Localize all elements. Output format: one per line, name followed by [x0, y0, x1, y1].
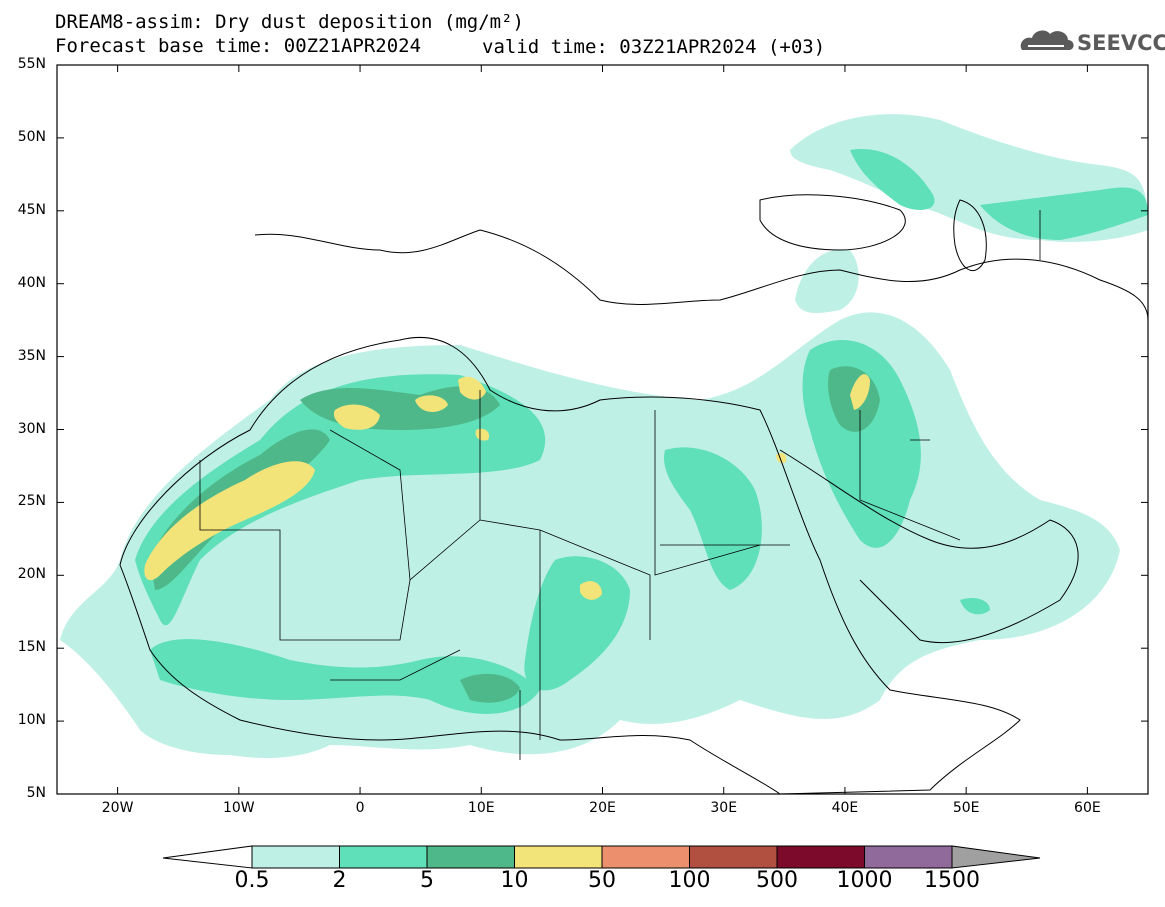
- colorbar-label: 10: [500, 868, 529, 893]
- dust-area-2-central-asia: [980, 187, 1148, 240]
- colorbar-box: [339, 845, 428, 869]
- colorbar-box: [601, 845, 690, 869]
- lon-label: 50E: [952, 800, 980, 816]
- lat-label: 10N: [17, 712, 46, 729]
- dust-field: [60, 114, 1148, 758]
- chart-title-line1: DREAM8-assim: Dry dust deposition (mg/m²…: [55, 11, 524, 33]
- colorbar-label: 0.5: [234, 868, 270, 893]
- dust-area-2-yemen: [960, 598, 990, 615]
- colorbar-label: 50: [588, 868, 616, 893]
- lon-label: 60E: [1074, 800, 1101, 816]
- caspian-coastline: [953, 199, 987, 272]
- axis-ticks: [57, 64, 1148, 795]
- lat-label: 50N: [17, 128, 46, 145]
- colorbar-label: 1000: [836, 868, 893, 893]
- country-borders: [199, 210, 1041, 760]
- colorbar-box: [426, 845, 515, 869]
- lon-label: 10W: [222, 800, 255, 816]
- dust-area-2: [135, 374, 546, 626]
- colorbar-label: 100: [668, 868, 711, 893]
- colorbar-below-triangle: [162, 845, 253, 869]
- forecast-base-time: Forecast base time: 00Z21APR2024: [55, 35, 422, 57]
- colorbar-box: [514, 845, 603, 869]
- valid-time: valid time: 03Z21APR2024 (+03): [482, 36, 826, 58]
- lat-label: 15N: [17, 639, 46, 656]
- dust-area-2-caspian: [850, 149, 935, 210]
- lon-label: 0: [355, 800, 365, 816]
- colorbar-box: [776, 845, 865, 869]
- dust-area-10-chad: [580, 581, 602, 600]
- dust-area-10: [144, 461, 315, 581]
- lon-label: 20E: [589, 800, 616, 816]
- arabia-coastline: [779, 449, 1079, 644]
- colorbar-label: 1500: [924, 868, 980, 893]
- lat-label: 55N: [17, 56, 46, 72]
- colorbar-box: [864, 845, 953, 869]
- dust-area-10-libya: [475, 428, 490, 441]
- coastlines: [119, 194, 1149, 795]
- africa-coastline: [119, 336, 1021, 795]
- lat-label: 20N: [17, 566, 46, 583]
- lon-label: 20W: [101, 800, 134, 816]
- dust-area-10-iraq: [850, 374, 870, 410]
- border-lines: [199, 210, 1041, 760]
- dust-area-10-morocco-1: [333, 404, 380, 430]
- lat-label: 45N: [17, 201, 46, 218]
- black-sea-coastline: [759, 194, 906, 251]
- colorbar-label: 2: [332, 868, 347, 893]
- colorbar-boxes: [251, 845, 953, 869]
- lon-label: 10E: [467, 800, 495, 816]
- lat-label: 30N: [17, 420, 46, 437]
- dust-area-10-tunisia: [458, 376, 486, 400]
- colorbar: [162, 845, 1041, 869]
- dust-area-0.5-turkey: [795, 249, 859, 313]
- lat-label: 5N: [26, 785, 46, 801]
- colorbar-box: [251, 845, 340, 869]
- dust-area-5-chad-basin: [460, 673, 520, 703]
- colorbar-label: 5: [420, 868, 434, 893]
- seevccc-logo-icon: [1020, 30, 1074, 50]
- dust-area-10-morocco-2: [415, 395, 448, 412]
- lon-label: 30E: [710, 800, 738, 816]
- dust-area-2-egypt: [664, 447, 762, 590]
- dust-area-2-sahel: [150, 639, 540, 714]
- lat-label: 40N: [17, 274, 46, 291]
- europe-coastline: [254, 229, 1149, 321]
- colorbar-above-triangle: [951, 845, 1041, 869]
- dust-area-2-chad: [524, 556, 630, 691]
- colorbar-box: [689, 845, 778, 869]
- colorbar-label: 500: [756, 868, 798, 893]
- lon-label: 40E: [831, 800, 859, 816]
- seevccc-logo-text: SEEVCCC: [1077, 31, 1165, 55]
- lat-label: 35N: [17, 347, 46, 364]
- lat-label: 25N: [17, 493, 46, 510]
